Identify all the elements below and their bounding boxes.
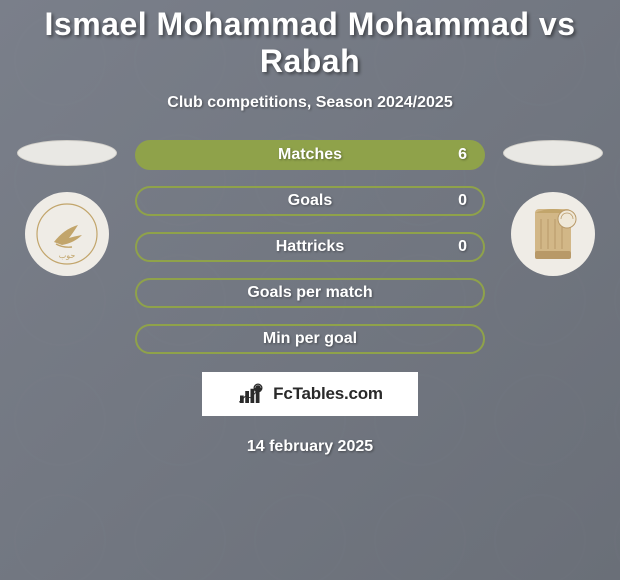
player-left-placeholder xyxy=(17,140,117,166)
stat-label: Goals per match xyxy=(247,284,372,302)
comparison-row: حوب Matches 6 Goals 0 Hattricks 0 Goals per ma… xyxy=(0,140,620,354)
chart-icon xyxy=(237,382,267,406)
stat-label: Matches xyxy=(278,146,342,164)
brand-badge: FcTables.com xyxy=(202,372,418,416)
page-title: Ismael Mohammad Mohammad vs Rabah xyxy=(0,6,620,80)
stat-label: Min per goal xyxy=(263,330,357,348)
stat-value-right: 0 xyxy=(458,192,467,210)
date-text: 14 february 2025 xyxy=(247,438,373,456)
stat-bar: Goals per match xyxy=(135,278,485,308)
card: Ismael Mohammad Mohammad vs Rabah Club c… xyxy=(0,0,620,580)
stat-bar: Goals 0 xyxy=(135,186,485,216)
page-subtitle: Club competitions, Season 2024/2025 xyxy=(167,94,452,112)
stat-bar: Hattricks 0 xyxy=(135,232,485,262)
svg-text:حوب: حوب xyxy=(59,251,76,260)
player-right-placeholder xyxy=(503,140,603,166)
stat-bar: Min per goal xyxy=(135,324,485,354)
club-left-logo: حوب xyxy=(25,192,109,276)
left-side: حوب xyxy=(17,140,117,276)
stat-value-right: 6 xyxy=(458,146,467,164)
falcon-icon: حوب xyxy=(32,199,102,269)
stat-bars: Matches 6 Goals 0 Hattricks 0 Goals per match M… xyxy=(135,140,485,354)
stat-bar: Matches 6 xyxy=(135,140,485,170)
brand-text: FcTables.com xyxy=(273,384,383,404)
stat-value-right: 0 xyxy=(458,238,467,256)
club-right-logo xyxy=(511,192,595,276)
shield-icon xyxy=(518,199,588,269)
stat-label: Goals xyxy=(288,192,332,210)
stat-label: Hattricks xyxy=(276,238,344,256)
right-side xyxy=(503,140,603,276)
